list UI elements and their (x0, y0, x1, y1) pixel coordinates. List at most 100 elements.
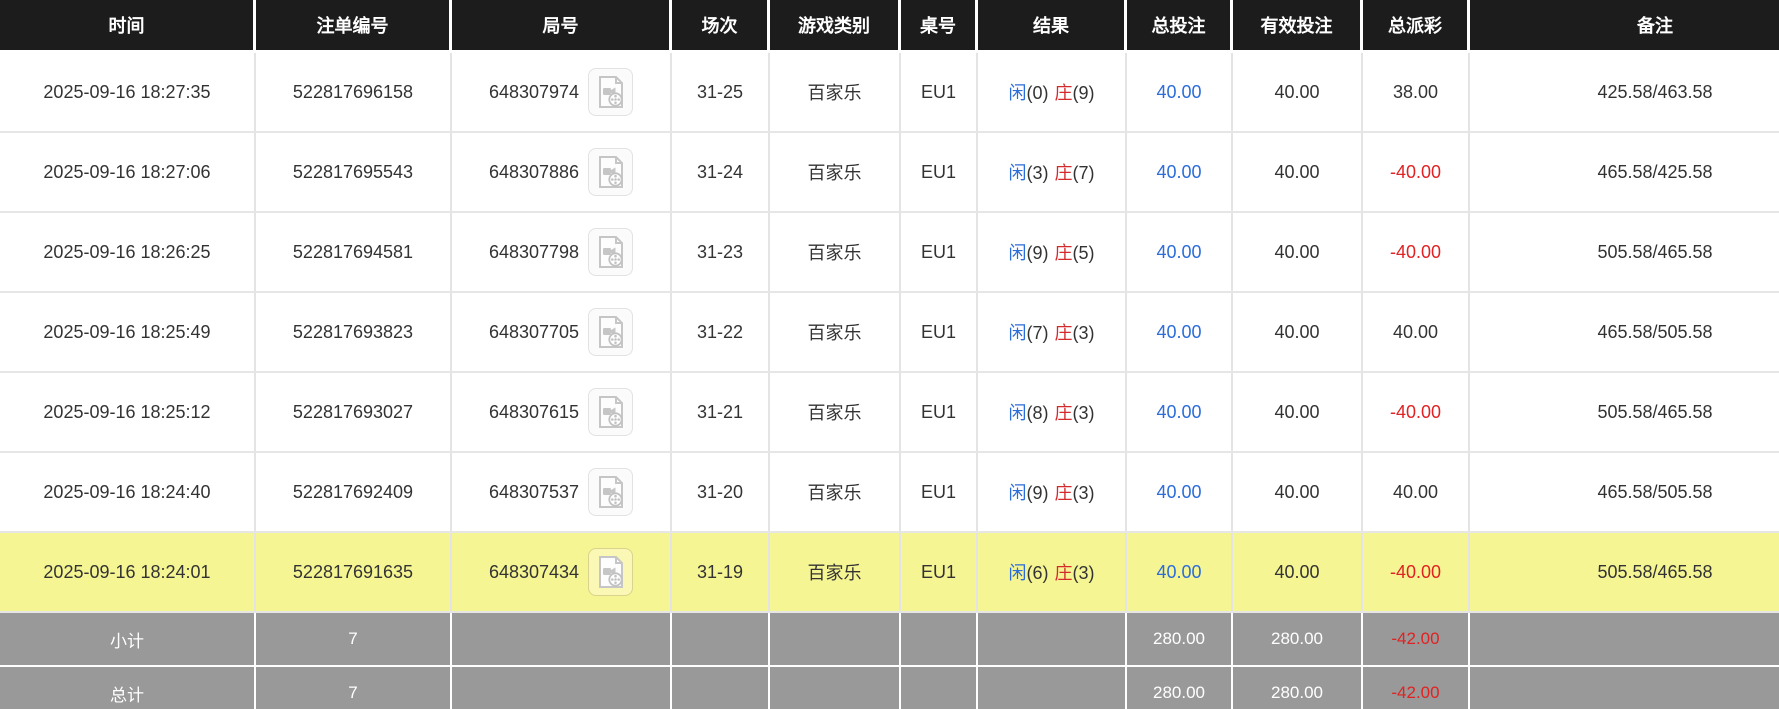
total-valid-bet: 280.00 (1233, 667, 1363, 709)
round-id-text: 648307886 (488, 161, 580, 182)
result-player-label: 闲 (1008, 403, 1027, 423)
table-row: 2025-09-16 18:25:49 522817693823 6483077… (0, 293, 1779, 373)
video-replay-button[interactable] (588, 228, 634, 276)
total-count: 7 (256, 667, 452, 709)
total-empty-remark (1470, 667, 1779, 709)
cell-time: 2025-09-16 18:25:49 (0, 293, 256, 373)
cell-round-id: 648307537 (452, 453, 672, 533)
video-file-icon (598, 236, 623, 268)
cell-round-id: 648307434 (452, 533, 672, 613)
cell-time: 2025-09-16 18:24:01 (0, 533, 256, 613)
cell-result: 闲(7) 庄(3) (978, 293, 1127, 373)
result-banker-label: 庄 (1054, 563, 1073, 583)
col-header-remark: 备注 (1470, 0, 1779, 53)
cell-remark: 465.58/505.58 (1470, 453, 1779, 533)
cell-session: 31-23 (672, 213, 770, 293)
result-banker-label: 庄 (1054, 83, 1073, 103)
subtotal-payout: -42.00 (1363, 613, 1470, 667)
cell-bet-id: 522817692409 (256, 453, 452, 533)
cell-total-bet: 40.00 (1127, 373, 1233, 453)
result-player-points: (3) (1026, 163, 1049, 183)
video-replay-button[interactable] (588, 68, 634, 116)
result-player-label: 闲 (1008, 83, 1027, 103)
video-replay-button[interactable] (588, 468, 634, 516)
cell-result: 闲(3) 庄(7) (978, 133, 1127, 213)
subtotal-empty-session (672, 613, 770, 667)
round-id-text: 648307974 (488, 81, 580, 102)
result-player-points: (7) (1026, 323, 1049, 343)
subtotal-valid-bet: 280.00 (1233, 613, 1363, 667)
round-id-text: 648307434 (488, 561, 580, 582)
cell-session: 31-21 (672, 373, 770, 453)
cell-session: 31-22 (672, 293, 770, 373)
result-banker-points: (7) (1072, 163, 1095, 183)
col-header-total-bet: 总投注 (1127, 0, 1233, 53)
total-empty-table (901, 667, 978, 709)
result-player-points: (9) (1026, 243, 1049, 263)
cell-bet-id: 522817693027 (256, 373, 452, 453)
cell-game-type: 百家乐 (770, 453, 901, 533)
cell-payout: -40.00 (1363, 533, 1470, 613)
round-id-text: 648307537 (488, 481, 580, 502)
cell-session: 31-25 (672, 53, 770, 133)
result-player-label: 闲 (1008, 483, 1027, 503)
result-banker-points: (9) (1072, 83, 1095, 103)
cell-table-no: EU1 (901, 293, 978, 373)
table-row: 2025-09-16 18:27:06 522817695543 6483078… (0, 133, 1779, 213)
video-file-icon (598, 556, 623, 588)
cell-total-bet: 40.00 (1127, 453, 1233, 533)
cell-game-type: 百家乐 (770, 133, 901, 213)
video-file-icon (598, 316, 623, 348)
cell-valid-bet: 40.00 (1233, 213, 1363, 293)
total-payout: -42.00 (1363, 667, 1470, 709)
result-player-points: (9) (1026, 483, 1049, 503)
video-file-icon (598, 476, 623, 508)
video-replay-button[interactable] (588, 388, 634, 436)
cell-remark: 465.58/425.58 (1470, 133, 1779, 213)
cell-payout: 40.00 (1363, 453, 1470, 533)
cell-session: 31-19 (672, 533, 770, 613)
cell-round-id: 648307615 (452, 373, 672, 453)
cell-payout: -40.00 (1363, 373, 1470, 453)
result-player-label: 闲 (1008, 163, 1027, 183)
cell-bet-id: 522817695543 (256, 133, 452, 213)
cell-session: 31-20 (672, 453, 770, 533)
result-banker-points: (3) (1072, 483, 1095, 503)
cell-game-type: 百家乐 (770, 533, 901, 613)
result-banker-points: (5) (1072, 243, 1095, 263)
col-header-session: 场次 (672, 0, 770, 53)
video-replay-button[interactable] (588, 148, 634, 196)
round-id-text: 648307705 (488, 321, 580, 342)
cell-table-no: EU1 (901, 53, 978, 133)
cell-remark: 465.58/505.58 (1470, 293, 1779, 373)
cell-result: 闲(0) 庄(9) (978, 53, 1127, 133)
cell-time: 2025-09-16 18:27:35 (0, 53, 256, 133)
total-empty-result (978, 667, 1127, 709)
cell-valid-bet: 40.00 (1233, 373, 1363, 453)
total-label: 总计 (0, 667, 256, 709)
cell-time: 2025-09-16 18:24:40 (0, 453, 256, 533)
round-id-text: 648307615 (488, 401, 580, 422)
table-summary: 小计 7 280.00 280.00 -42.00 总计 7 (0, 613, 1779, 709)
video-replay-button[interactable] (588, 548, 634, 596)
total-total-bet: 280.00 (1127, 667, 1233, 709)
cell-valid-bet: 40.00 (1233, 53, 1363, 133)
video-replay-button[interactable] (588, 308, 634, 356)
cell-total-bet: 40.00 (1127, 213, 1233, 293)
result-player-points: (8) (1026, 403, 1049, 423)
round-id-text: 648307798 (488, 241, 580, 262)
cell-bet-id: 522817693823 (256, 293, 452, 373)
result-banker-label: 庄 (1054, 323, 1073, 343)
cell-result: 闲(9) 庄(5) (978, 213, 1127, 293)
col-header-payout: 总派彩 (1363, 0, 1470, 53)
subtotal-empty-remark (1470, 613, 1779, 667)
cell-payout: 40.00 (1363, 293, 1470, 373)
subtotal-empty-result (978, 613, 1127, 667)
result-banker-label: 庄 (1054, 163, 1073, 183)
result-player-label: 闲 (1008, 563, 1027, 583)
cell-remark: 505.58/465.58 (1470, 373, 1779, 453)
cell-remark: 505.58/465.58 (1470, 213, 1779, 293)
result-player-label: 闲 (1008, 243, 1027, 263)
total-empty-game (770, 667, 901, 709)
